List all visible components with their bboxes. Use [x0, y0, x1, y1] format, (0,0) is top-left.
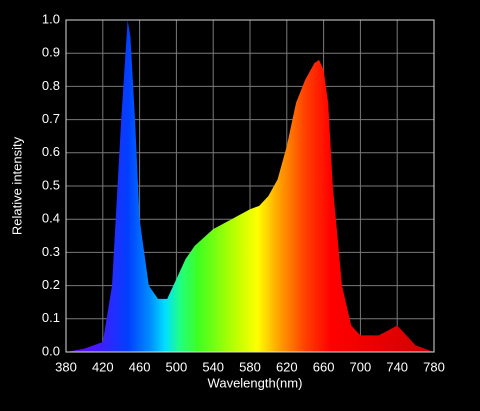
y-tick-label: 0.4 [42, 211, 60, 226]
spectrum-area [66, 20, 434, 352]
x-axis-label: Wavelength(nm) [208, 375, 303, 390]
y-tick-label: 0.7 [42, 111, 60, 126]
y-tick-label: 1.0 [42, 11, 60, 26]
x-tick-label: 620 [276, 359, 298, 374]
y-tick-label: 0.1 [42, 310, 60, 325]
y-axis-label: Relative intensity [9, 136, 24, 235]
x-tick-label: 580 [239, 359, 261, 374]
y-tick-label: 0.5 [42, 177, 60, 192]
x-tick-label: 540 [202, 359, 224, 374]
x-tick-label: 500 [166, 359, 188, 374]
y-tick-label: 0.3 [42, 244, 60, 259]
plot-frame [65, 19, 435, 353]
y-tick-label: 0.8 [42, 78, 60, 93]
y-tick-label: 0.2 [42, 277, 60, 292]
x-tick-label: 380 [55, 359, 77, 374]
x-tick-label: 460 [129, 359, 151, 374]
x-tick-label: 420 [92, 359, 114, 374]
x-tick-label: 700 [350, 359, 372, 374]
y-tick-label: 0.6 [42, 144, 60, 159]
y-tick-label: 0.0 [42, 343, 60, 358]
x-tick-label: 780 [423, 359, 445, 374]
x-tick-label: 660 [313, 359, 335, 374]
y-tick-label: 0.9 [42, 45, 60, 60]
x-tick-label: 740 [386, 359, 408, 374]
